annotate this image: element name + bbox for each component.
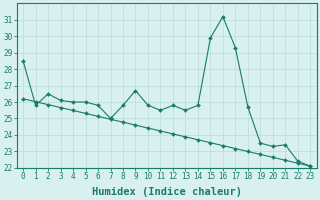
X-axis label: Humidex (Indice chaleur): Humidex (Indice chaleur) bbox=[92, 186, 242, 197]
